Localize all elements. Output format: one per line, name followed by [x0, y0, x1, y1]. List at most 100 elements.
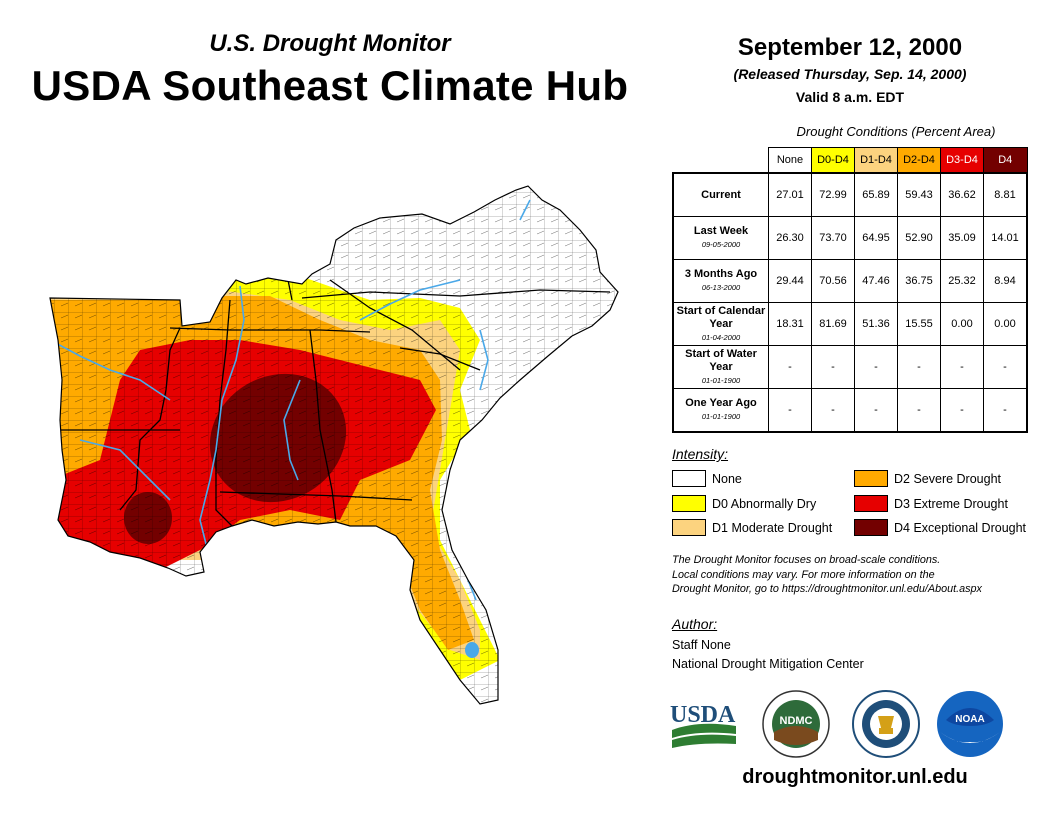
- table-cell: 65.89: [854, 172, 898, 217]
- table-cell: 18.31: [768, 302, 812, 346]
- table-cell: -: [940, 345, 984, 389]
- legend-item-d4: D4 Exceptional Drought: [854, 519, 1026, 536]
- author-name: Staff None: [672, 638, 731, 652]
- author-title: Author:: [672, 616, 718, 632]
- title-drought-monitor: U.S. Drought Monitor: [209, 30, 451, 57]
- table-cell: 51.36: [854, 302, 898, 346]
- row-date: 06-13-2000: [701, 283, 741, 292]
- col-header-d2-d4: D2-D4: [897, 147, 941, 174]
- table-cell: 29.44: [768, 259, 812, 303]
- legend-item-d0: D0 Abnormally Dry: [672, 495, 816, 512]
- table-cell: 8.81: [983, 172, 1028, 217]
- state-borders: [50, 279, 611, 527]
- row-date: 01-01-1900: [701, 412, 741, 421]
- legend-swatch: [854, 519, 888, 536]
- conditions-table: None D0-D4 D1-D4 D2-D4 D3-D4 D4 Current …: [672, 147, 1028, 433]
- legend-label: D3 Extreme Drought: [894, 496, 1008, 511]
- row-label-text: Last Week: [693, 225, 749, 237]
- table-cell: -: [983, 345, 1028, 389]
- legend-label: D2 Severe Drought: [894, 471, 1002, 486]
- table-row-start-water-year: Start of Water Year 01-01-1900 - - - - - …: [672, 345, 1028, 389]
- table-cell: 14.01: [983, 216, 1028, 260]
- ndmc-logo: NDMC: [762, 690, 830, 758]
- table-cell: -: [811, 388, 855, 433]
- legend-swatch: [672, 519, 706, 536]
- row-label: One Year Ago 01-01-1900: [672, 388, 769, 433]
- table-cell: 36.75: [897, 259, 941, 303]
- table-corner: [673, 147, 769, 174]
- table-cell: 73.70: [811, 216, 855, 260]
- note-line: Local conditions may vary. For more info…: [672, 568, 935, 581]
- release-date: (Released Thursday, Sep. 14, 2000): [733, 66, 967, 82]
- table-cell: 8.94: [983, 259, 1028, 303]
- table-cell: 70.56: [811, 259, 855, 303]
- legend-item-none: None: [672, 470, 742, 487]
- table-cell: 81.69: [811, 302, 855, 346]
- table-cell: 15.55: [897, 302, 941, 346]
- table-cell: 27.01: [768, 172, 812, 217]
- row-label: Start of Water Year 01-01-1900: [672, 345, 769, 389]
- legend-label: D0 Abnormally Dry: [712, 496, 817, 511]
- table-cell: -: [983, 388, 1028, 433]
- map-date: September 12, 2000: [737, 34, 963, 61]
- drought-monitor-note: The Drought Monitor focuses on broad-sca…: [672, 553, 1042, 597]
- row-label-text: Current: [701, 188, 741, 201]
- row-date: 01-04-2000: [701, 332, 741, 342]
- lake-okeechobee: [465, 642, 479, 658]
- valid-time: Valid 8 a.m. EDT: [795, 89, 905, 105]
- col-header-none: None: [768, 147, 812, 174]
- county-lines: [50, 186, 618, 704]
- conditions-title: Drought Conditions (Percent Area): [796, 124, 996, 139]
- table-cell: -: [897, 388, 941, 433]
- table-cell: 64.95: [854, 216, 898, 260]
- col-header-d4: D4: [983, 147, 1028, 174]
- note-line: The Drought Monitor focuses on broad-sca…: [672, 554, 941, 566]
- table-row-last-week: Last Week 09-05-2000 26.30 73.70 64.95 52…: [672, 216, 1028, 260]
- table-cell: 36.62: [940, 172, 984, 217]
- legend-item-d1: D1 Moderate Drought: [672, 519, 832, 536]
- table-cell: -: [854, 388, 898, 433]
- legend-label: None: [712, 471, 742, 486]
- table-cell: -: [940, 388, 984, 433]
- noaa-logo: NOAA: [937, 691, 1003, 757]
- intensity-title: Intensity:: [672, 446, 729, 462]
- table-cell: -: [811, 345, 855, 389]
- table-cell: 59.43: [897, 172, 941, 217]
- legend-swatch: [854, 495, 888, 512]
- row-label: Start of Calendar Year 01-04-2000: [672, 302, 769, 346]
- legend-swatch: [854, 470, 888, 487]
- table-cell: 47.46: [854, 259, 898, 303]
- southeast-drought-map: [49, 185, 619, 705]
- legend-item-d3: D3 Extreme Drought: [854, 495, 1008, 512]
- row-date: 09-05-2000: [701, 240, 741, 249]
- legend-swatch: [672, 495, 706, 512]
- title-climate-hub: USDA Southeast Climate Hub: [31, 62, 629, 109]
- note-line: Drought Monitor, go to https://droughtmo…: [672, 583, 982, 595]
- usda-logo-text: USDA: [670, 702, 736, 728]
- table-cell: 72.99: [811, 172, 855, 217]
- drought-monitor-url[interactable]: droughtmonitor.unl.edu: [742, 766, 968, 788]
- table-header-row: None D0-D4 D1-D4 D2-D4 D3-D4 D4: [673, 147, 1028, 174]
- table-cell: -: [854, 345, 898, 389]
- usda-logo: USDA: [670, 702, 736, 748]
- table-row-current: Current 27.01 72.99 65.89 59.43 36.62 8.…: [672, 172, 1028, 217]
- row-label-text: Start of Calendar Year: [676, 304, 766, 330]
- row-label-text: Start of Water Year: [685, 347, 757, 373]
- legend-label: D4 Exceptional Drought: [894, 520, 1027, 535]
- row-label-text: 3 Months Ago: [684, 268, 758, 280]
- table-cell: -: [768, 388, 812, 433]
- row-label: Current: [672, 172, 769, 217]
- row-label: Last Week 09-05-2000: [672, 216, 769, 260]
- table-cell: 52.90: [897, 216, 941, 260]
- legend-item-d2: D2 Severe Drought: [854, 470, 1001, 487]
- table-cell: 26.30: [768, 216, 812, 260]
- table-row-3-months-ago: 3 Months Ago 06-13-2000 29.44 70.56 47.46…: [672, 259, 1028, 303]
- table-cell: 35.09: [940, 216, 984, 260]
- row-label: 3 Months Ago 06-13-2000: [672, 259, 769, 303]
- author-organization: National Drought Mitigation Center: [672, 657, 864, 671]
- table-row-start-calendar-year: Start of Calendar Year 01-04-2000 18.31 8…: [672, 302, 1028, 346]
- col-header-d0-d4: D0-D4: [811, 147, 855, 174]
- table-cell: -: [897, 345, 941, 389]
- col-header-d3-d4: D3-D4: [940, 147, 984, 174]
- table-cell: 25.32: [940, 259, 984, 303]
